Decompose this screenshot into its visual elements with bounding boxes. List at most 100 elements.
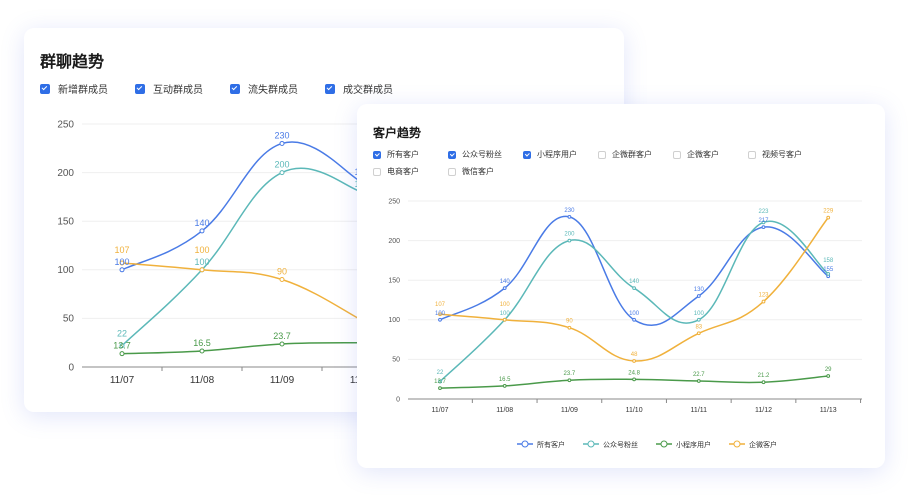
data-point[interactable] bbox=[279, 277, 285, 283]
data-point[interactable] bbox=[826, 374, 831, 378]
data-point[interactable] bbox=[696, 294, 701, 298]
data-point[interactable] bbox=[199, 267, 205, 273]
data-point[interactable] bbox=[438, 312, 442, 317]
data-point[interactable] bbox=[632, 377, 637, 382]
data-label: 13.7 bbox=[434, 379, 446, 385]
card-title: 客户趋势 bbox=[373, 126, 422, 140]
data-point[interactable] bbox=[696, 331, 701, 336]
checkbox-box[interactable] bbox=[373, 150, 381, 159]
checkbox-4[interactable]: 企微客户 bbox=[673, 149, 748, 160]
x-tick-label: 11/13 bbox=[820, 407, 837, 414]
data-point[interactable] bbox=[199, 228, 205, 234]
data-point[interactable] bbox=[567, 325, 572, 330]
data-label: 16.5 bbox=[499, 377, 511, 383]
data-label: 90 bbox=[277, 267, 287, 277]
data-point[interactable] bbox=[502, 317, 507, 322]
data-point[interactable] bbox=[567, 378, 572, 383]
legend-item[interactable]: 公众号粉丝 bbox=[583, 440, 638, 449]
checkbox-box[interactable] bbox=[135, 83, 145, 94]
checkbox-box[interactable] bbox=[325, 83, 335, 94]
legend-marker-icon bbox=[587, 440, 595, 448]
data-point[interactable] bbox=[119, 343, 125, 349]
checkbox-label: 企微客户 bbox=[687, 150, 719, 159]
data-label: 100 bbox=[629, 311, 640, 317]
data-label: 130 bbox=[694, 287, 705, 293]
checkbox-label: 互动群成员 bbox=[153, 85, 203, 96]
series-filter: 所有客户 公众号粉丝 小程序用户 企微群客户 企微客户 视频号客户电商客户 微信客户 bbox=[373, 149, 873, 177]
checkbox-7[interactable]: 微信客户 bbox=[448, 166, 523, 177]
data-label: 24.8 bbox=[628, 370, 640, 376]
legend-marker-icon bbox=[660, 440, 668, 448]
checkbox-6[interactable]: 电商客户 bbox=[373, 166, 448, 177]
data-point[interactable] bbox=[761, 380, 766, 385]
checkbox-box[interactable] bbox=[748, 150, 756, 159]
y-tick-label: 100 bbox=[57, 265, 74, 276]
data-label: 23.7 bbox=[564, 371, 576, 377]
checkbox-1[interactable]: 公众号粉丝 bbox=[448, 149, 523, 160]
checkbox-2[interactable]: 小程序用户 bbox=[523, 149, 598, 160]
data-point[interactable] bbox=[502, 384, 507, 388]
checkbox-2[interactable]: 流失群成员 bbox=[230, 81, 325, 96]
data-point[interactable] bbox=[696, 379, 701, 383]
data-label: 140 bbox=[500, 279, 511, 285]
checkbox-label: 小程序用户 bbox=[537, 150, 577, 159]
legend-item[interactable]: 小程序用户 bbox=[656, 440, 711, 449]
x-tick-label: 11/11 bbox=[691, 407, 708, 414]
checkbox-0[interactable]: 新增群成员 bbox=[40, 81, 135, 96]
y-tick-label: 150 bbox=[388, 278, 400, 285]
data-point[interactable] bbox=[632, 286, 637, 291]
data-point[interactable] bbox=[199, 348, 205, 354]
data-point[interactable] bbox=[761, 225, 766, 230]
checkbox-box[interactable] bbox=[40, 83, 50, 94]
checkbox-box[interactable] bbox=[373, 167, 381, 176]
checkbox-label: 所有客户 bbox=[387, 150, 419, 159]
data-point[interactable] bbox=[279, 170, 285, 176]
data-label: 16.5 bbox=[193, 338, 211, 348]
data-point[interactable] bbox=[761, 299, 766, 304]
checkbox-box[interactable] bbox=[598, 150, 606, 159]
x-tick-label: 11/07 bbox=[110, 375, 135, 386]
checkbox-box[interactable] bbox=[523, 150, 531, 159]
data-point[interactable] bbox=[632, 359, 637, 363]
checkbox-3[interactable]: 企微群客户 bbox=[598, 149, 673, 160]
checkbox-box[interactable] bbox=[448, 150, 456, 159]
data-point[interactable] bbox=[761, 220, 766, 225]
checkbox-1[interactable]: 互动群成员 bbox=[135, 81, 230, 96]
checkbox-box[interactable] bbox=[448, 167, 456, 176]
x-tick-label: 11/09 bbox=[561, 407, 578, 414]
checkbox-0[interactable]: 所有客户 bbox=[373, 149, 448, 160]
data-point[interactable] bbox=[438, 379, 442, 384]
data-point[interactable] bbox=[826, 215, 831, 220]
data-point[interactable] bbox=[438, 317, 442, 322]
checkbox-box[interactable] bbox=[673, 150, 681, 159]
legend-item[interactable]: 所有客户 bbox=[517, 440, 565, 449]
x-tick-label: 11/09 bbox=[270, 375, 295, 386]
checkbox-3[interactable]: 成交群成员 bbox=[325, 81, 420, 96]
data-point[interactable] bbox=[119, 260, 125, 266]
data-point[interactable] bbox=[696, 317, 701, 322]
checkbox-box[interactable] bbox=[230, 83, 240, 94]
customer-trend-chart: 0 50 100 150 200 250 11/07 11/08 11/09 11/10 11/11… bbox=[388, 198, 862, 449]
data-point[interactable] bbox=[502, 286, 507, 291]
data-point[interactable] bbox=[632, 317, 637, 322]
data-point[interactable] bbox=[119, 351, 125, 357]
data-label: 230 bbox=[274, 130, 289, 140]
data-point[interactable] bbox=[567, 214, 572, 219]
data-label: 107 bbox=[114, 245, 129, 255]
legend-item[interactable]: 企微客户 bbox=[729, 440, 777, 449]
data-label: 22 bbox=[437, 370, 444, 376]
data-label: 21.2 bbox=[758, 373, 770, 379]
checkbox-5[interactable]: 视频号客户 bbox=[748, 149, 823, 160]
data-point[interactable] bbox=[826, 271, 831, 276]
x-tick-label: 11/08 bbox=[190, 375, 215, 386]
data-label: 123 bbox=[758, 293, 769, 299]
data-point[interactable] bbox=[279, 140, 285, 146]
data-point[interactable] bbox=[119, 267, 125, 273]
data-label: 100 bbox=[694, 311, 705, 317]
data-point[interactable] bbox=[279, 341, 285, 347]
data-label: 23.7 bbox=[273, 331, 291, 341]
data-point[interactable] bbox=[438, 386, 442, 391]
data-point[interactable] bbox=[567, 238, 572, 243]
checkbox-label: 企微群客户 bbox=[612, 150, 652, 159]
series-line bbox=[439, 215, 829, 326]
